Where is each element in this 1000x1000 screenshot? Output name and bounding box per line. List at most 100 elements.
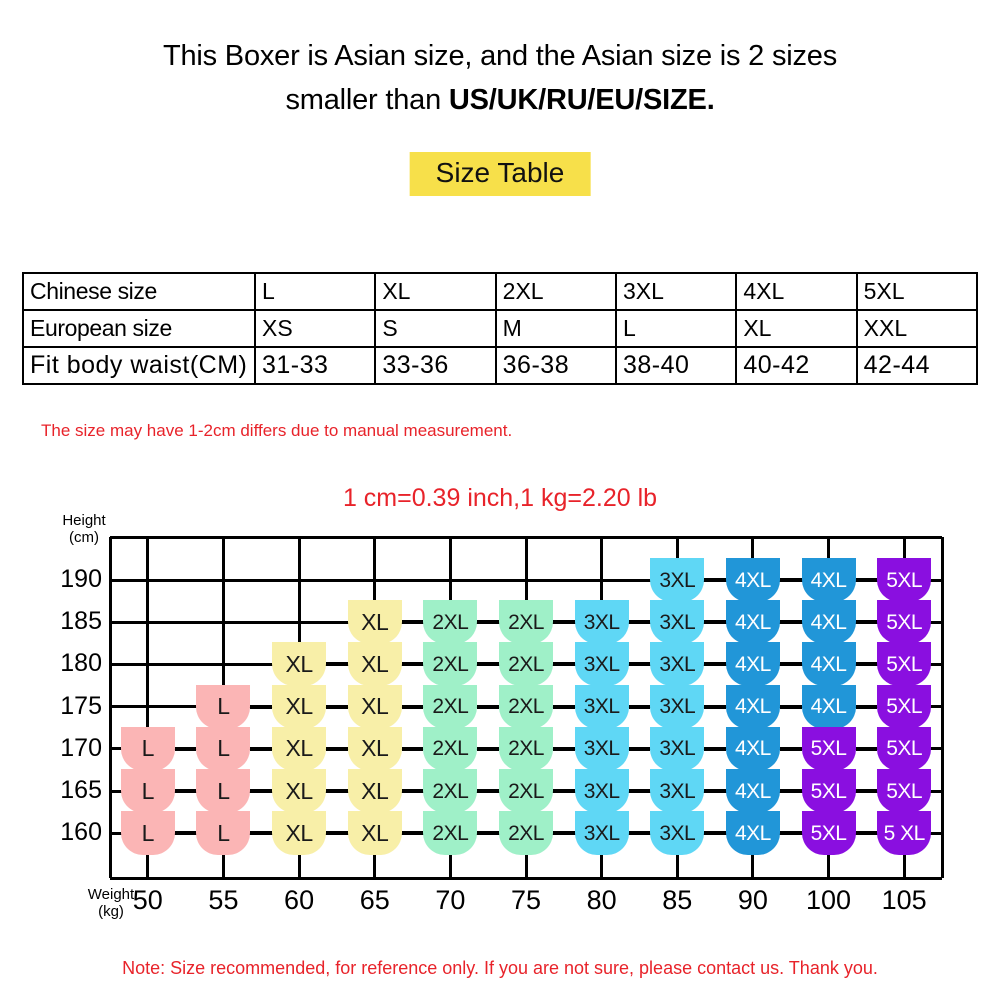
- chart-gridline-vertical: [221, 537, 225, 878]
- size-marker[interactable]: L: [120, 726, 175, 771]
- spec-cell: M: [494, 309, 617, 348]
- size-marker[interactable]: 3XL: [650, 684, 705, 729]
- chart-connector-horizontal: [401, 789, 424, 793]
- size-marker[interactable]: 5 XL: [877, 811, 932, 856]
- y-axis-tick-label: 185: [60, 607, 102, 636]
- size-marker[interactable]: XL: [347, 600, 402, 645]
- size-marker[interactable]: L: [196, 769, 251, 813]
- size-spec-table: Chinese size L XL 2XL 3XL 4XL 5XL European size…: [22, 272, 979, 385]
- size-marker[interactable]: 4XL: [725, 600, 780, 645]
- size-marker[interactable]: 2XL: [423, 726, 478, 771]
- chart-gridline-horizontal: [110, 876, 942, 880]
- size-marker[interactable]: 5XL: [877, 769, 932, 813]
- header-block: This Boxer is Asian size, and the Asian …: [0, 34, 1000, 122]
- x-axis-tick-label: 75: [510, 885, 542, 915]
- size-marker[interactable]: 2XL: [423, 684, 478, 729]
- size-marker[interactable]: 5XL: [801, 769, 856, 813]
- chart-gridline-horizontal: [110, 747, 942, 751]
- size-marker[interactable]: 2XL: [423, 769, 478, 813]
- size-marker[interactable]: XL: [347, 642, 402, 687]
- size-marker[interactable]: L: [196, 684, 251, 729]
- chart-connector-horizontal: [628, 704, 651, 709]
- size-marker[interactable]: 3XL: [650, 811, 705, 856]
- chart-connector-horizontal: [855, 831, 878, 836]
- size-marker[interactable]: 4XL: [725, 769, 780, 813]
- size-marker[interactable]: 4XL: [801, 642, 856, 687]
- size-marker[interactable]: 3XL: [574, 600, 629, 645]
- size-marker[interactable]: 4XL: [725, 684, 780, 729]
- chart-connector-horizontal: [628, 746, 651, 751]
- size-marker[interactable]: 2XL: [499, 684, 553, 729]
- y-axis-tick-label: 180: [60, 649, 102, 678]
- size-marker[interactable]: L: [196, 726, 251, 771]
- chart-connector-horizontal: [401, 620, 424, 625]
- chart-connector-horizontal: [553, 620, 575, 625]
- x-axis-tick-label: 65: [359, 885, 390, 915]
- size-marker[interactable]: XL: [272, 684, 327, 729]
- size-marker[interactable]: 3XL: [650, 558, 705, 602]
- size-marker[interactable]: XL: [272, 642, 327, 687]
- spec-row-label: Chinese size: [22, 272, 256, 311]
- size-marker[interactable]: 3XL: [574, 726, 629, 771]
- size-marker[interactable]: 3XL: [574, 811, 629, 856]
- spec-cell: XXL: [855, 309, 979, 348]
- size-marker[interactable]: XL: [347, 811, 402, 856]
- size-marker[interactable]: 3XL: [650, 642, 705, 687]
- size-marker[interactable]: 5XL: [801, 726, 856, 771]
- size-marker[interactable]: 2XL: [499, 726, 553, 771]
- chart-connector-horizontal: [855, 578, 878, 582]
- size-marker[interactable]: 2XL: [499, 642, 553, 687]
- y-axis-title-text: Height: [62, 512, 106, 529]
- chart-connector-horizontal: [553, 704, 575, 709]
- chart-connector-horizontal: [855, 620, 878, 625]
- size-marker[interactable]: 3XL: [650, 769, 705, 813]
- chart-connector-horizontal: [855, 662, 878, 667]
- spec-cell: L: [253, 272, 377, 311]
- size-marker[interactable]: 2XL: [499, 769, 553, 813]
- x-axis-tick-label: 105: [881, 885, 927, 915]
- chart-connector-horizontal: [250, 831, 273, 836]
- size-marker[interactable]: 5XL: [877, 684, 932, 729]
- size-marker[interactable]: 3XL: [574, 684, 629, 729]
- size-marker[interactable]: 2XL: [423, 600, 478, 645]
- size-marker[interactable]: 4XL: [725, 642, 780, 687]
- chart-gridline-vertical: [940, 537, 944, 878]
- size-marker[interactable]: 4XL: [725, 811, 780, 856]
- chart-connector-horizontal: [477, 620, 499, 625]
- size-marker[interactable]: L: [120, 811, 175, 856]
- size-marker[interactable]: 4XL: [725, 558, 780, 602]
- size-marker[interactable]: L: [196, 811, 251, 856]
- size-marker[interactable]: 2XL: [423, 811, 478, 856]
- size-marker[interactable]: XL: [347, 684, 402, 729]
- size-marker[interactable]: 5XL: [877, 726, 932, 771]
- size-marker[interactable]: XL: [272, 811, 327, 856]
- size-marker[interactable]: 2XL: [423, 642, 478, 687]
- chart-gridline-vertical: [600, 537, 604, 878]
- size-marker[interactable]: 3XL: [650, 726, 705, 771]
- size-marker[interactable]: XL: [347, 769, 402, 813]
- chart-connector-horizontal: [855, 704, 878, 709]
- size-marker[interactable]: L: [120, 769, 175, 813]
- x-axis-tick-label: 60: [284, 885, 315, 915]
- size-marker[interactable]: XL: [347, 726, 402, 771]
- chart-connector-horizontal: [628, 662, 651, 667]
- size-marker[interactable]: 5XL: [877, 642, 932, 687]
- size-marker[interactable]: 4XL: [725, 726, 780, 771]
- chart-connector-horizontal: [704, 578, 726, 582]
- size-marker[interactable]: 5XL: [877, 600, 932, 645]
- size-marker[interactable]: 3XL: [574, 642, 629, 687]
- chart-connector-horizontal: [250, 704, 273, 709]
- size-marker[interactable]: XL: [272, 769, 327, 813]
- chart-connector-horizontal: [401, 662, 424, 667]
- size-marker[interactable]: 5XL: [801, 811, 856, 856]
- size-marker[interactable]: 3XL: [650, 600, 705, 645]
- size-marker[interactable]: 4XL: [801, 684, 856, 729]
- x-axis-tick-label: 100: [806, 885, 852, 915]
- size-marker[interactable]: 2XL: [499, 811, 553, 856]
- size-marker[interactable]: 5XL: [877, 558, 932, 602]
- size-marker[interactable]: 4XL: [801, 558, 856, 602]
- size-marker[interactable]: 3XL: [574, 769, 629, 813]
- size-marker[interactable]: 4XL: [801, 600, 856, 645]
- size-marker[interactable]: XL: [272, 726, 327, 771]
- size-marker[interactable]: 2XL: [499, 600, 553, 645]
